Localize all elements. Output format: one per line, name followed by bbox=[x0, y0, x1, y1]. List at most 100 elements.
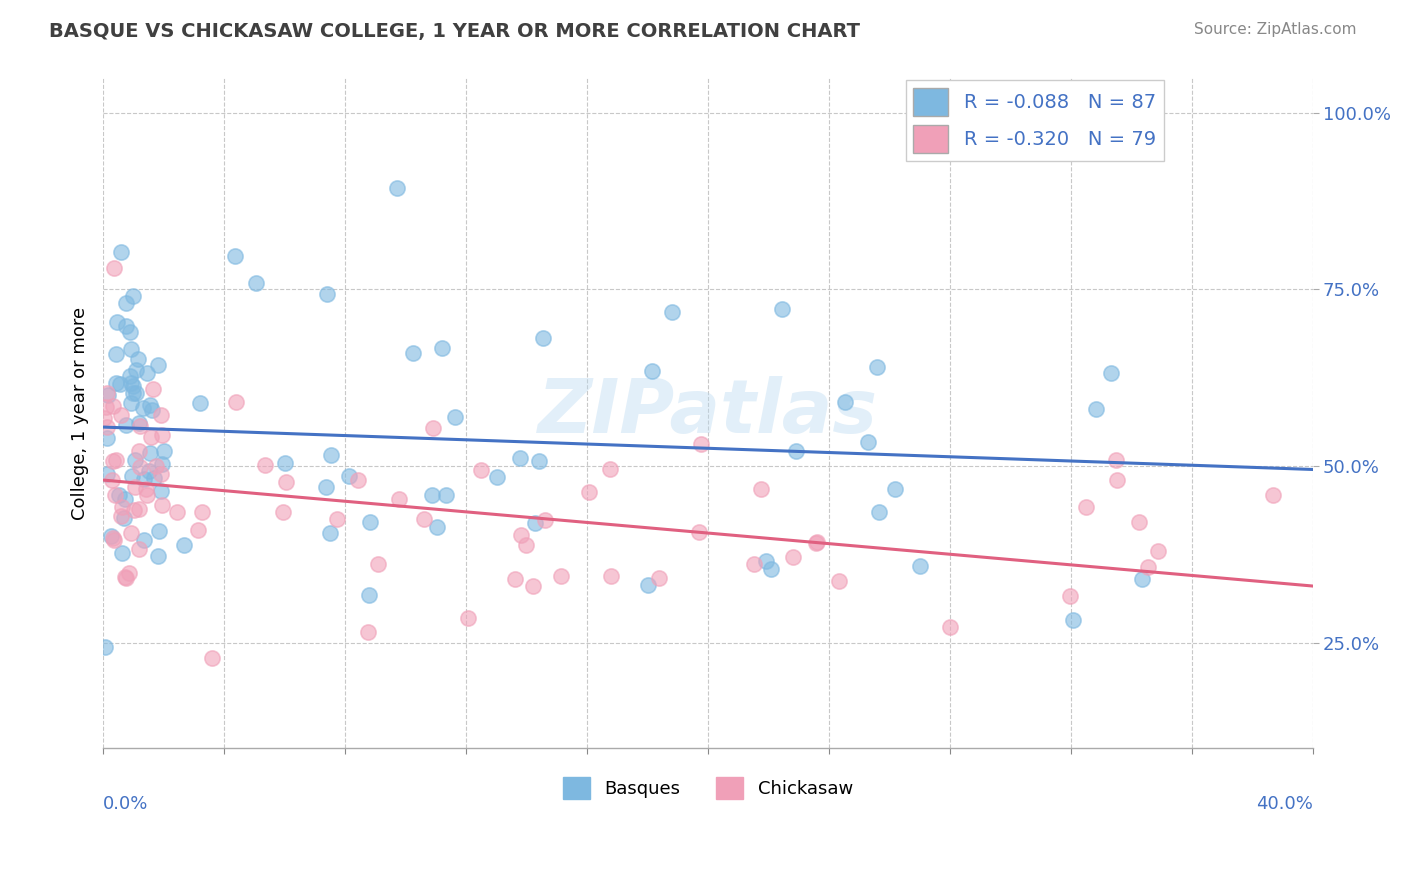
Point bbox=[105, 347, 128, 361]
Point bbox=[104, 487, 127, 501]
Point bbox=[142, 470, 165, 484]
Point bbox=[135, 482, 157, 496]
Point bbox=[457, 611, 479, 625]
Point bbox=[828, 574, 851, 588]
Point bbox=[1130, 573, 1153, 587]
Point bbox=[150, 457, 173, 471]
Point bbox=[357, 624, 380, 639]
Point bbox=[661, 305, 683, 319]
Point bbox=[522, 579, 544, 593]
Point bbox=[1147, 544, 1170, 558]
Point bbox=[782, 549, 804, 564]
Point bbox=[359, 588, 381, 602]
Point bbox=[118, 326, 141, 340]
Point bbox=[121, 468, 143, 483]
Point bbox=[273, 505, 295, 519]
Point bbox=[139, 399, 162, 413]
Point bbox=[804, 536, 827, 550]
Point bbox=[486, 470, 509, 484]
Point bbox=[105, 314, 128, 328]
Point bbox=[96, 431, 118, 445]
Point bbox=[150, 427, 173, 442]
Point bbox=[385, 181, 408, 195]
Point bbox=[599, 462, 621, 476]
Point bbox=[1128, 515, 1150, 529]
Point bbox=[187, 524, 209, 538]
Point bbox=[1261, 487, 1284, 501]
Point bbox=[94, 400, 117, 414]
Point bbox=[120, 525, 142, 540]
Point bbox=[100, 528, 122, 542]
Point bbox=[1059, 589, 1081, 603]
Point bbox=[132, 401, 155, 416]
Point bbox=[127, 351, 149, 366]
Point bbox=[114, 570, 136, 584]
Point bbox=[866, 359, 889, 374]
Point bbox=[150, 498, 173, 512]
Point bbox=[444, 410, 467, 425]
Point bbox=[524, 516, 547, 530]
Point bbox=[785, 444, 807, 458]
Point bbox=[108, 376, 131, 391]
Point bbox=[422, 421, 444, 435]
Point bbox=[114, 492, 136, 507]
Point bbox=[122, 503, 145, 517]
Point bbox=[434, 488, 457, 502]
Point bbox=[315, 287, 337, 301]
Point bbox=[648, 571, 671, 585]
Point bbox=[111, 546, 134, 560]
Point bbox=[96, 386, 118, 401]
Point bbox=[510, 528, 533, 542]
Point bbox=[505, 572, 527, 586]
Point bbox=[188, 396, 211, 410]
Point bbox=[337, 469, 360, 483]
Point bbox=[96, 467, 118, 481]
Point bbox=[129, 418, 152, 433]
Point bbox=[939, 620, 962, 634]
Point bbox=[124, 453, 146, 467]
Point bbox=[120, 396, 142, 410]
Point bbox=[114, 571, 136, 585]
Point bbox=[806, 535, 828, 549]
Point bbox=[93, 640, 115, 654]
Point bbox=[166, 505, 188, 519]
Text: 40.0%: 40.0% bbox=[1256, 796, 1313, 814]
Point bbox=[136, 488, 159, 502]
Point bbox=[509, 451, 531, 466]
Point bbox=[883, 483, 905, 497]
Point bbox=[834, 395, 856, 409]
Point bbox=[470, 463, 492, 477]
Point bbox=[128, 416, 150, 430]
Point bbox=[755, 554, 778, 568]
Text: Source: ZipAtlas.com: Source: ZipAtlas.com bbox=[1194, 22, 1357, 37]
Point bbox=[531, 331, 554, 345]
Point bbox=[114, 511, 136, 525]
Point bbox=[420, 488, 443, 502]
Point bbox=[858, 434, 880, 449]
Point bbox=[688, 524, 710, 539]
Point bbox=[1105, 453, 1128, 467]
Point bbox=[367, 557, 389, 571]
Point bbox=[770, 301, 793, 316]
Point bbox=[1099, 366, 1122, 380]
Point bbox=[200, 651, 222, 665]
Point bbox=[103, 454, 125, 468]
Point bbox=[101, 399, 124, 413]
Point bbox=[318, 525, 340, 540]
Point bbox=[145, 458, 167, 473]
Point bbox=[134, 472, 156, 486]
Point bbox=[1074, 500, 1097, 515]
Point bbox=[225, 395, 247, 409]
Point bbox=[121, 386, 143, 401]
Point bbox=[128, 459, 150, 474]
Point bbox=[321, 448, 343, 462]
Text: ZIPatlas: ZIPatlas bbox=[538, 376, 877, 450]
Point bbox=[578, 485, 600, 500]
Point bbox=[108, 488, 131, 502]
Point bbox=[128, 542, 150, 557]
Point bbox=[104, 376, 127, 391]
Point bbox=[138, 464, 160, 478]
Point bbox=[641, 364, 664, 378]
Point bbox=[426, 520, 449, 534]
Text: BASQUE VS CHICKASAW COLLEGE, 1 YEAR OR MORE CORRELATION CHART: BASQUE VS CHICKASAW COLLEGE, 1 YEAR OR M… bbox=[49, 22, 860, 41]
